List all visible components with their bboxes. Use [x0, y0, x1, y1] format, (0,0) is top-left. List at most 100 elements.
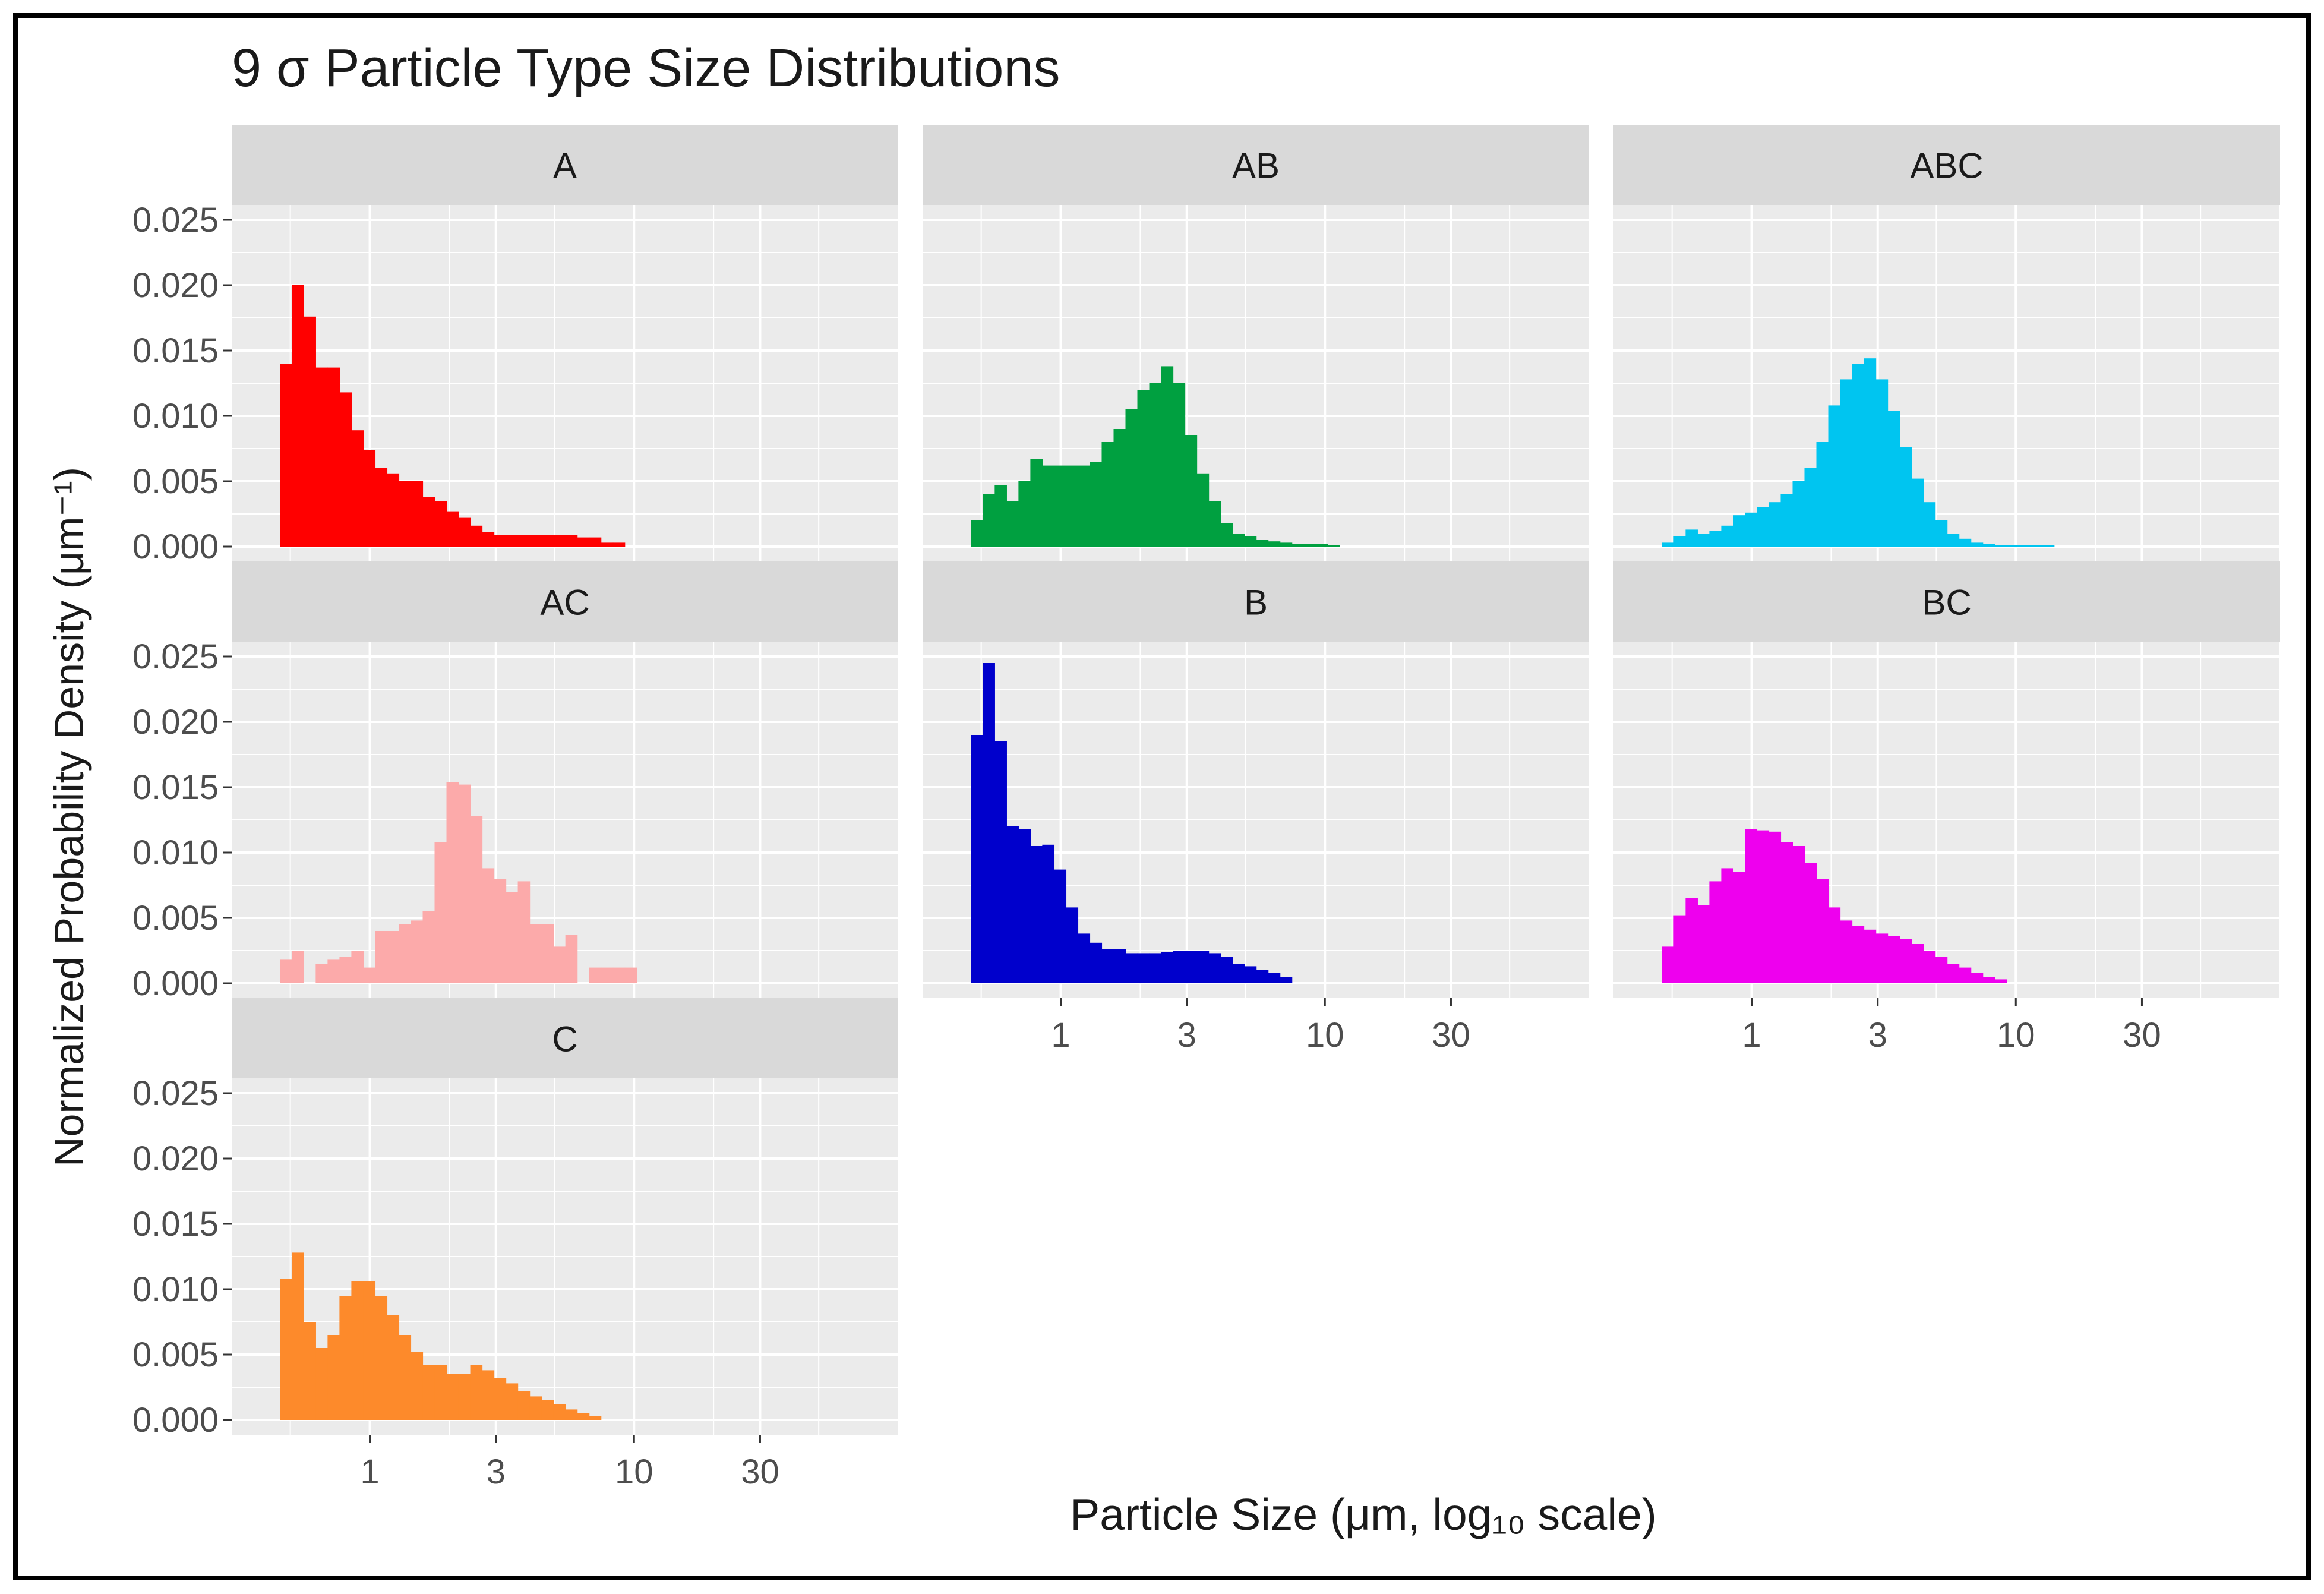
bar-ac-27	[601, 967, 614, 983]
bar-c-14	[446, 1374, 459, 1420]
bar-a-12	[422, 497, 435, 547]
bar-abc-12	[1804, 468, 1817, 547]
bar-b-5	[1030, 846, 1043, 983]
bar-bc-22	[1923, 951, 1936, 983]
strip-bc	[1613, 561, 2280, 642]
bar-abc-16	[1852, 364, 1865, 547]
bar-ab-5	[1030, 459, 1043, 547]
bar-c-15	[458, 1374, 471, 1420]
bar-abc-4	[1709, 531, 1722, 547]
bar-bc-24	[1947, 964, 1960, 983]
y-tick-label: 0.010	[132, 1270, 219, 1309]
bar-ac-24	[565, 935, 578, 983]
bar-bc-27	[1982, 977, 1995, 983]
bar-ac-4	[327, 959, 340, 983]
bar-a-27	[601, 542, 614, 547]
y-tick-label: 0.025	[132, 201, 219, 239]
bar-b-3	[1006, 826, 1019, 983]
bar-ab-17	[1173, 383, 1186, 547]
panel-b: B 1 3 10 30	[923, 561, 1590, 1055]
y-tick-label: 0.020	[132, 266, 219, 305]
bar-a-28	[612, 542, 626, 547]
bar-a-8	[375, 468, 388, 547]
bar-b-6	[1042, 844, 1055, 983]
bar-ac-18	[494, 879, 507, 983]
bar-abc-1	[1673, 536, 1686, 547]
panel-a: A 0.000 0.005 0.010 0.015 0.020 0.025	[132, 125, 899, 566]
bar-abc-30	[2018, 545, 2031, 547]
bar-ac-9	[387, 931, 400, 983]
strip-label-bc: BC	[1922, 583, 1971, 623]
bar-b-18	[1185, 951, 1198, 983]
bar-abc-9	[1769, 502, 1782, 547]
bar-ab-29	[1315, 544, 1328, 547]
bar-ac-8	[375, 931, 388, 983]
bar-c-18	[494, 1378, 507, 1420]
bar-abc-6	[1733, 515, 1746, 547]
bar-a-16	[470, 525, 483, 547]
bar-b-17	[1173, 951, 1186, 983]
strip-label-a: A	[553, 146, 577, 186]
bar-c-12	[422, 1365, 435, 1420]
bar-a-21	[529, 535, 542, 547]
bar-ab-6	[1042, 465, 1055, 547]
strip-ac	[232, 561, 898, 642]
bar-b-7	[1054, 869, 1067, 983]
y-tick-label: 0.015	[132, 768, 219, 807]
y-tick-label: 0.005	[132, 462, 219, 501]
strip-label-ab: AB	[1232, 146, 1280, 186]
bar-a-10	[399, 481, 412, 547]
bar-a-24	[565, 535, 578, 547]
bar-ab-4	[1018, 481, 1031, 547]
bar-a-2	[304, 316, 316, 547]
bar-abc-22	[1923, 502, 1936, 547]
bar-ac-17	[482, 868, 495, 983]
strip-abc	[1613, 125, 2280, 205]
bar-b-15	[1149, 953, 1162, 983]
bar-abc-7	[1745, 512, 1758, 547]
panel-c: C 0.000 0.005 0.010 0.015 0.020 0.025 1 3 10 30	[132, 998, 899, 1491]
bar-c-5	[339, 1296, 352, 1420]
bar-c-1	[292, 1252, 304, 1420]
bar-abc-15	[1840, 379, 1853, 547]
bar-a-3	[315, 367, 328, 547]
bar-c-6	[351, 1281, 364, 1420]
bar-bc-20	[1899, 939, 1912, 983]
bar-c-22	[541, 1400, 554, 1420]
bar-c-3	[315, 1348, 328, 1420]
bar-bc-12	[1804, 863, 1817, 983]
x-tick-label: 30	[2123, 1016, 2161, 1055]
bar-bc-28	[1994, 979, 2007, 983]
bar-bc-7	[1745, 829, 1758, 983]
bar-b-4	[1018, 829, 1031, 983]
bar-ab-26	[1280, 542, 1293, 547]
bar-bc-3	[1697, 905, 1710, 983]
x-tick-label: 30	[741, 1453, 779, 1491]
y-tick-label: 0.020	[132, 703, 219, 741]
bar-a-14	[446, 511, 459, 547]
bar-c-25	[577, 1413, 590, 1420]
y-tick-label: 0.005	[132, 1336, 219, 1374]
strip-b	[923, 561, 1589, 642]
bar-c-2	[304, 1322, 316, 1420]
bar-a-6	[351, 430, 364, 547]
bar-bc-1	[1673, 915, 1686, 983]
bar-c-23	[553, 1404, 566, 1420]
bar-abc-23	[1935, 520, 1948, 547]
panel-ab: AB	[923, 125, 1590, 561]
bar-ac-0	[280, 959, 292, 983]
bar-bc-5	[1721, 868, 1734, 983]
bar-ab-8	[1066, 465, 1079, 547]
bar-a-20	[517, 535, 531, 547]
y-tick-label: 0.010	[132, 397, 219, 435]
bar-abc-18	[1875, 379, 1889, 547]
x-axis-label: Particle Size (μm, log₁₀ scale)	[1070, 1489, 1656, 1539]
bar-a-1	[292, 285, 304, 547]
bar-ac-29	[624, 967, 637, 983]
bar-b-25	[1268, 973, 1281, 983]
bar-ab-9	[1078, 465, 1091, 547]
bar-abc-11	[1792, 481, 1805, 547]
bar-ab-23	[1244, 536, 1257, 547]
bar-bc-16	[1852, 926, 1865, 983]
bar-ab-13	[1125, 409, 1138, 547]
